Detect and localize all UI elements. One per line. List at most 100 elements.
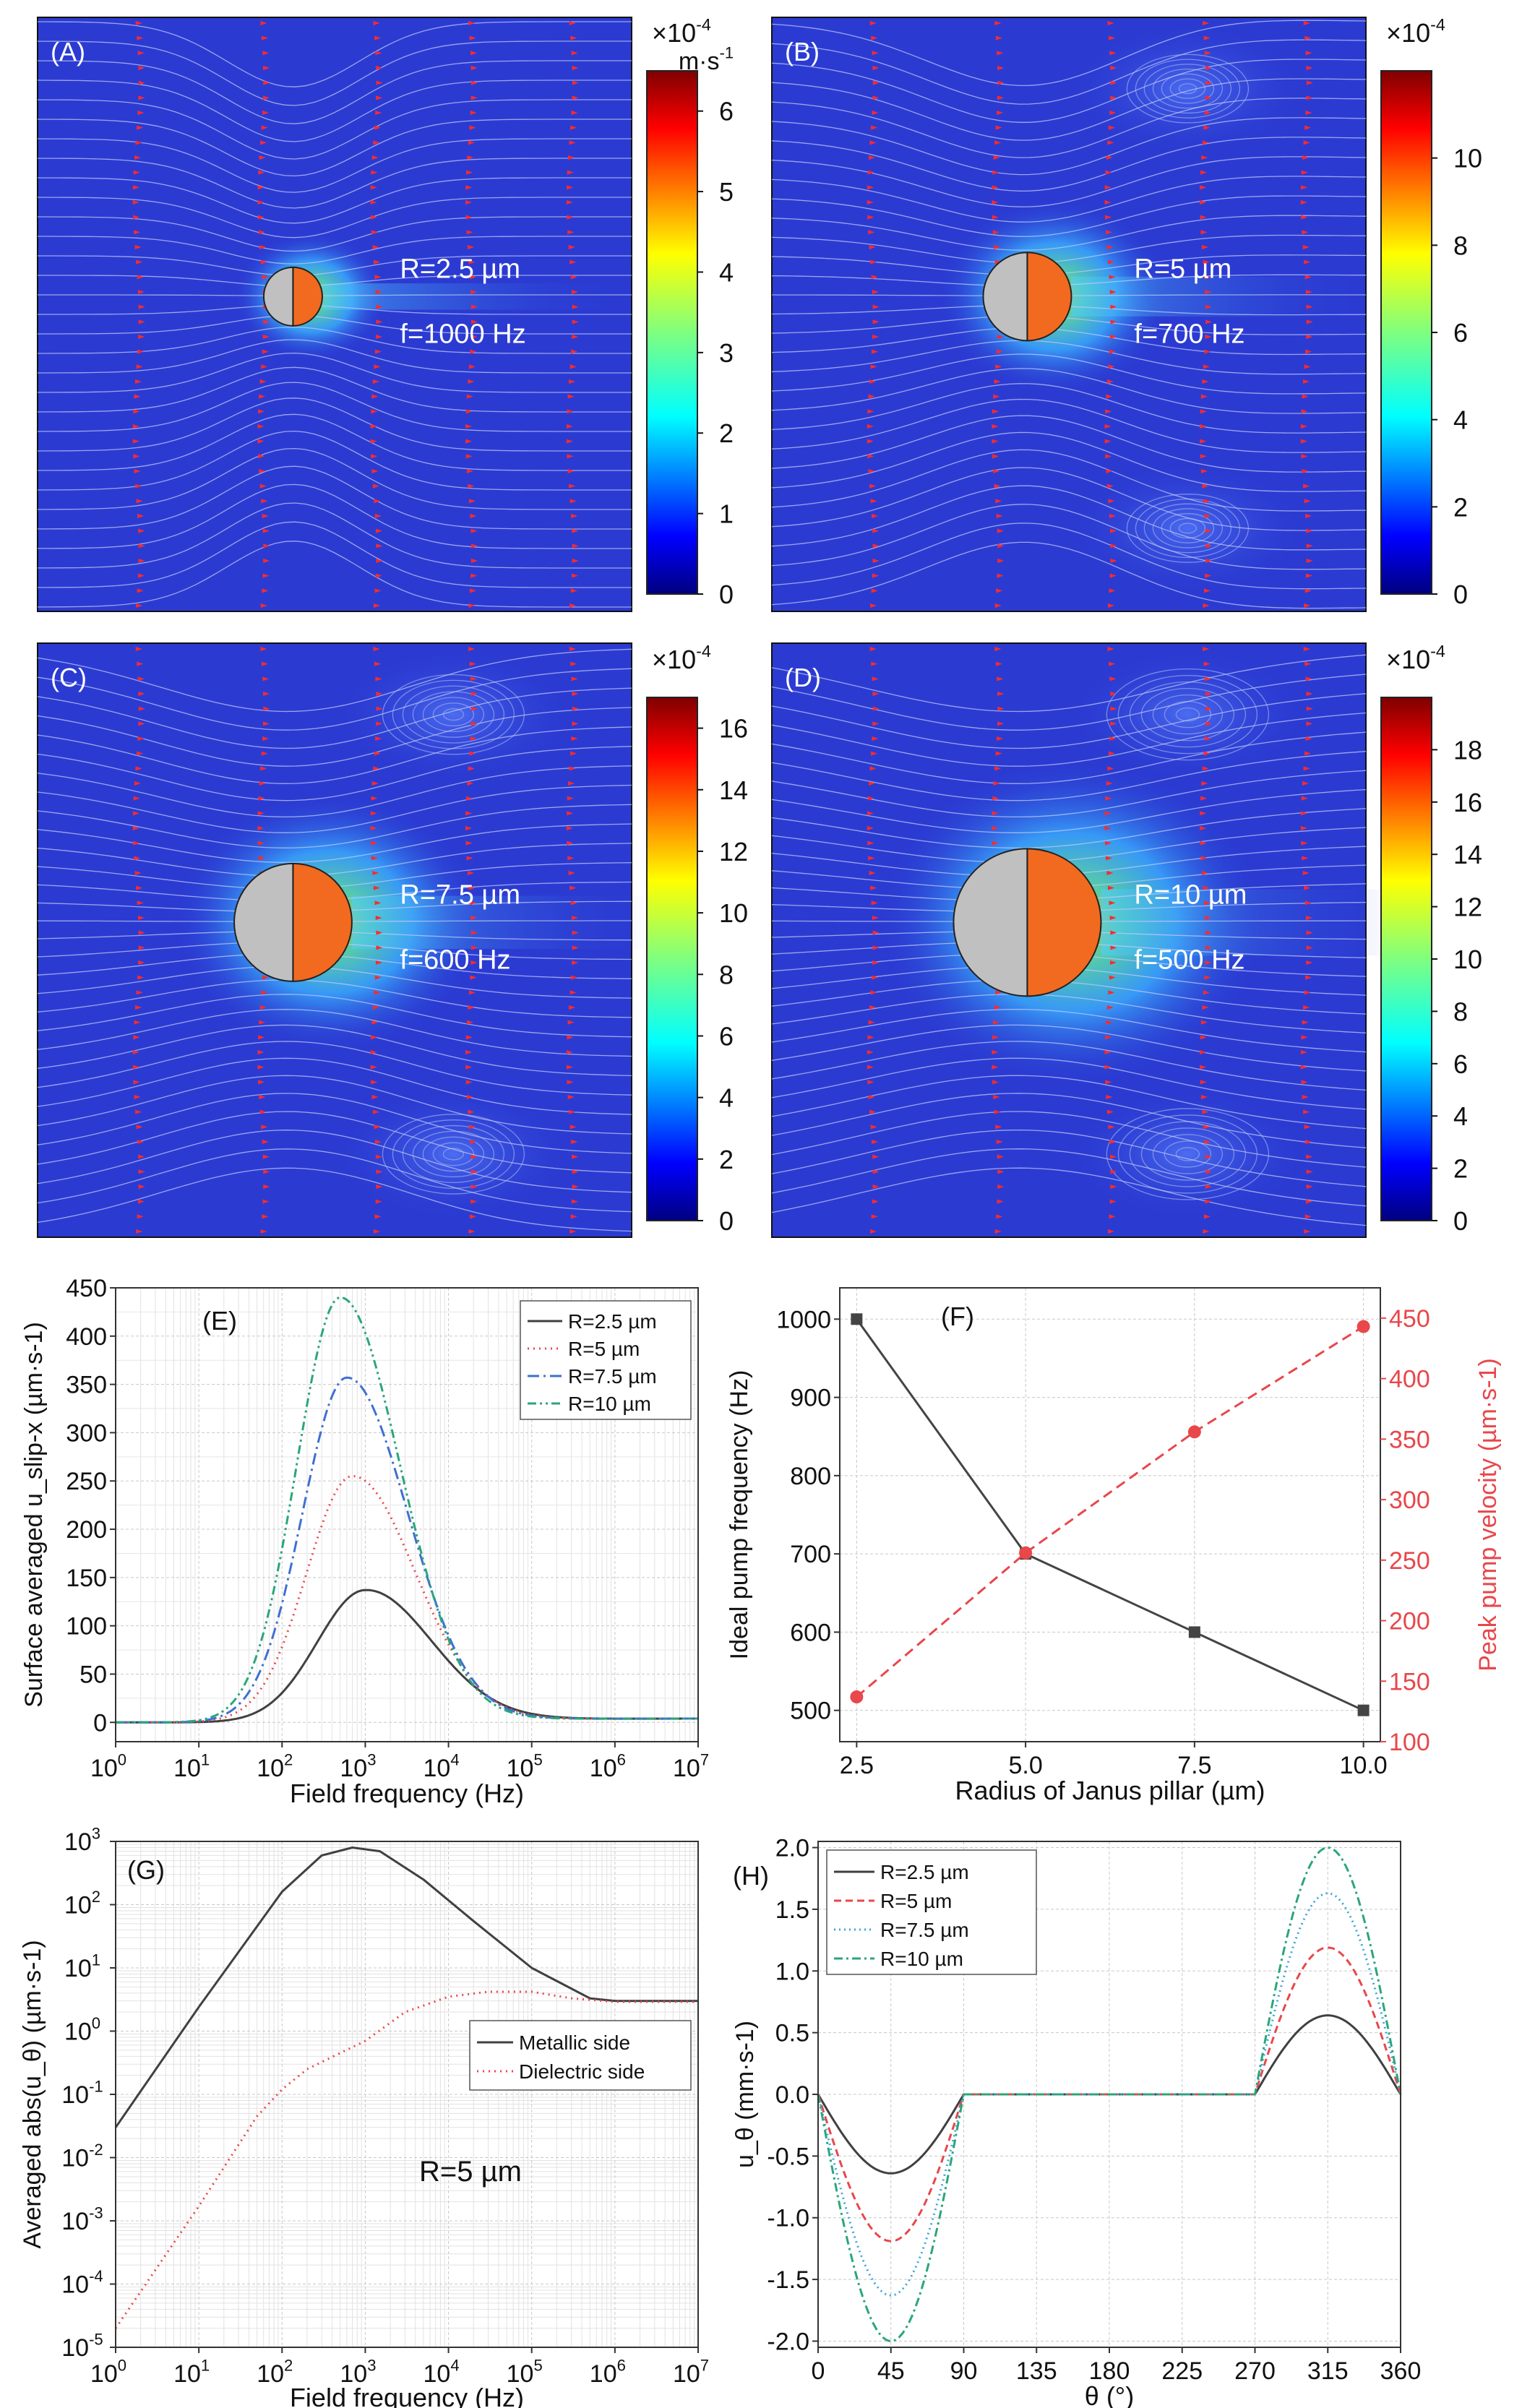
arrow-mark <box>1109 1199 1117 1204</box>
arrow-mark <box>1110 319 1117 324</box>
arrow-mark <box>867 1080 874 1085</box>
x-tick-label: 104 <box>424 2357 460 2388</box>
arrow-mark <box>1305 1140 1312 1144</box>
y-tick-label: 1.5 <box>775 1896 809 1924</box>
arrow-mark <box>468 379 475 384</box>
streamline <box>771 504 1367 570</box>
arrow-mark <box>137 1140 145 1144</box>
arrow-mark <box>470 692 478 696</box>
arrow-mark <box>135 379 142 384</box>
arrow-mark <box>374 588 382 593</box>
arrow-mark <box>370 200 377 205</box>
arrow-mark <box>374 259 381 265</box>
arrow-mark <box>1205 95 1212 100</box>
y-tick-label: 0.0 <box>775 2081 809 2109</box>
arrow-mark <box>1205 1199 1212 1204</box>
arrow-mark <box>1300 811 1307 816</box>
y-axis-label: Surface averaged u_slip-x (µm·s-1) <box>20 1322 48 1708</box>
arrow-mark <box>262 721 270 726</box>
arrow-mark <box>1302 394 1309 399</box>
y-tick-label-left: 700 <box>790 1541 831 1568</box>
arrow-mark <box>137 514 145 518</box>
streamline <box>37 1075 632 1135</box>
arrow-mark <box>992 1035 999 1040</box>
arrow-mark <box>867 170 874 175</box>
frequency-label: f=700 Hz <box>1134 319 1244 349</box>
arrow-mark <box>1109 514 1116 518</box>
arrow-mark <box>868 856 875 861</box>
arrow-mark <box>1306 66 1313 70</box>
arrow-mark <box>1302 469 1309 473</box>
arrow-mark <box>134 230 141 235</box>
flow-panel-a: (A) R=2.5 µm f=1000 Hz ×10-4m·s-1 0 1 2 3 4 5 6 <box>37 15 734 612</box>
arrow-mark <box>371 1035 378 1040</box>
arrow-mark <box>470 573 478 578</box>
annotation: R=5 µm <box>419 2156 522 2188</box>
arrow-mark <box>871 125 878 130</box>
arrow-mark <box>572 945 579 950</box>
arrow-mark <box>1301 454 1308 459</box>
arrow-mark <box>465 826 473 830</box>
arrow-mark <box>1304 661 1312 666</box>
vortex-streamline <box>1175 707 1200 722</box>
arrow-mark <box>1200 811 1207 816</box>
data-point <box>1188 1626 1200 1638</box>
arrow-mark <box>572 319 579 324</box>
arrow-mark <box>1306 706 1313 711</box>
arrow-mark <box>871 35 878 40</box>
vortex-streamline <box>1143 64 1232 114</box>
arrow-mark <box>1304 990 1311 995</box>
arrow-mark <box>572 528 579 533</box>
arrow-mark <box>571 573 578 578</box>
arrow-mark <box>993 469 1000 473</box>
arrow-mark <box>375 736 382 741</box>
arrow-mark <box>1205 1184 1212 1189</box>
dielectric-half <box>982 251 1028 342</box>
streamline <box>37 994 632 1038</box>
streamline <box>771 1024 1367 1072</box>
plot-frame <box>115 1287 699 1742</box>
arrow-mark <box>466 1020 473 1025</box>
arrow-mark <box>257 200 265 205</box>
colorbar-tick-label: 14 <box>719 775 748 805</box>
arrow-mark <box>1204 975 1211 980</box>
arrow-mark <box>1205 1154 1212 1159</box>
arrow-mark <box>373 766 380 771</box>
arrow-mark <box>1302 1020 1309 1025</box>
x-tick-label: 45 <box>877 2357 905 2385</box>
arrow-mark <box>872 80 880 85</box>
arrow-mark <box>569 1109 576 1114</box>
arrow-mark <box>1109 528 1117 533</box>
chart-f: 2.5 5.0 7.5 10.0 500 600 700 800 900 1000 100 150 20… <box>726 1287 1502 1805</box>
arrow-mark <box>262 1154 270 1159</box>
arrow-mark <box>572 692 579 696</box>
arrow-mark <box>572 95 579 100</box>
streamline <box>37 197 632 238</box>
vortex-core <box>335 1088 572 1220</box>
colorbar-tick-label: 6 <box>1453 318 1468 348</box>
arrow-mark <box>136 1229 143 1234</box>
arrow-mark <box>263 1184 270 1189</box>
arrow-mark <box>259 1020 266 1025</box>
arrow-mark <box>371 781 379 786</box>
arrow-mark <box>133 840 140 846</box>
y-axis-label-left: Ideal pump frequency (Hz) <box>726 1370 753 1660</box>
arrow-mark <box>567 1080 574 1085</box>
arrow-mark <box>993 1020 1000 1025</box>
arrow-mark <box>568 245 575 249</box>
arrow-mark <box>138 335 145 339</box>
streamline <box>37 1111 632 1174</box>
arrow-mark <box>1304 1125 1311 1130</box>
streamline <box>771 731 1367 784</box>
legend-box <box>469 2020 692 2091</box>
arrow-mark <box>569 1125 577 1130</box>
colorbar-gradient <box>1380 697 1432 1221</box>
x-tick-label: 107 <box>673 2357 709 2388</box>
arrow-mark <box>1305 290 1312 294</box>
arrow-mark <box>374 364 381 369</box>
arrow-mark <box>868 469 875 473</box>
arrow-mark <box>1203 21 1210 25</box>
x-tick-label: 5.0 <box>1008 1752 1042 1779</box>
arrow-mark <box>569 379 576 384</box>
arrow-mark <box>1205 559 1212 563</box>
